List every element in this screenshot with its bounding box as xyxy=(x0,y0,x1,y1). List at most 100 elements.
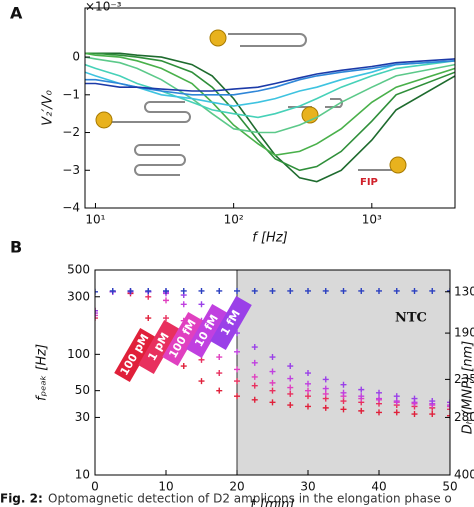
data-point xyxy=(411,395,418,402)
data-point xyxy=(251,344,258,351)
data-point xyxy=(322,385,329,392)
label-bg xyxy=(186,303,228,359)
data-point xyxy=(145,315,152,322)
data-point xyxy=(393,287,400,294)
y-tick-label: 300 xyxy=(67,289,90,303)
data-point xyxy=(358,287,365,294)
icon-balls xyxy=(95,29,407,174)
data-point xyxy=(429,411,436,418)
data-point xyxy=(447,403,450,410)
data-point xyxy=(163,287,169,294)
series-label: NTC xyxy=(395,311,427,326)
data-point xyxy=(251,287,258,294)
data-point xyxy=(95,307,98,314)
frame xyxy=(84,7,456,209)
data-point xyxy=(269,387,276,394)
data-point xyxy=(95,288,98,295)
data-point xyxy=(269,368,276,375)
curve xyxy=(85,60,455,119)
icons xyxy=(108,33,392,176)
data-point xyxy=(305,370,311,377)
caption: Optomagnetic detection of D2 amplicons i… xyxy=(48,492,452,506)
data-point xyxy=(429,287,436,294)
data-point xyxy=(376,409,382,416)
curve xyxy=(85,60,455,96)
x-axis-label: f [Hz] xyxy=(252,231,287,246)
data-point xyxy=(198,378,205,385)
data-point xyxy=(269,287,276,294)
x-tick-label: 20 xyxy=(229,480,244,494)
data-point xyxy=(180,301,187,308)
x-tick-label: 30 xyxy=(300,480,315,494)
y2-tick-label: 235 xyxy=(454,372,474,386)
data-point xyxy=(251,373,258,380)
data-point xyxy=(127,287,134,294)
data-point xyxy=(234,287,240,294)
data-point xyxy=(322,287,329,294)
data-point xyxy=(447,399,450,406)
y2-axis-label: Dₕ (MNP) [nm] xyxy=(461,341,474,434)
y-tick-label: 500 xyxy=(67,263,90,277)
y-tick-label: 30 xyxy=(75,410,90,424)
data-point xyxy=(393,409,400,416)
data-point xyxy=(447,287,450,294)
y2-tick-label: 400 xyxy=(454,468,474,482)
label-bg xyxy=(138,319,180,375)
x-tick-label: 10 xyxy=(158,480,173,494)
curve xyxy=(85,52,455,172)
data-point xyxy=(376,389,382,396)
y-tick-label: −4 xyxy=(62,201,80,215)
x-tick-label: 10² xyxy=(224,213,244,227)
data-point xyxy=(287,375,294,382)
data-point xyxy=(358,393,365,400)
data-point xyxy=(287,287,294,294)
data-point xyxy=(216,287,223,294)
x-tick-label: 10¹ xyxy=(85,213,105,227)
data-point xyxy=(305,287,311,294)
data-point xyxy=(234,366,240,373)
data-point xyxy=(269,399,276,406)
data-point xyxy=(180,287,187,294)
data-point xyxy=(287,390,294,397)
data-point xyxy=(376,395,382,402)
y2-tick-label: 130 xyxy=(454,284,474,298)
data-point xyxy=(287,363,294,370)
y2-tick-label: 190 xyxy=(454,326,474,340)
data-point xyxy=(95,315,98,322)
data-point xyxy=(411,411,418,418)
data-point xyxy=(251,359,258,366)
data-point xyxy=(198,301,205,308)
data-point xyxy=(340,389,347,396)
data-point xyxy=(287,402,294,409)
data-point xyxy=(234,393,240,400)
label-bg xyxy=(210,295,252,351)
data-point xyxy=(216,354,223,361)
data-point xyxy=(145,287,152,294)
data-point xyxy=(322,404,329,411)
x-axis-label: t [min] xyxy=(251,498,295,507)
y-tick-label: 0 xyxy=(72,50,80,64)
data-point xyxy=(393,393,400,400)
data-point xyxy=(305,387,311,394)
data-point xyxy=(180,363,187,370)
caption-label: Fig. 2: xyxy=(0,492,43,506)
y-tick-label: 50 xyxy=(75,383,90,397)
shaded-region xyxy=(237,270,450,475)
data-point xyxy=(109,287,116,294)
data-point xyxy=(358,386,365,393)
y-multiplier: ×10⁻³ xyxy=(85,0,122,14)
data-point xyxy=(234,378,240,385)
data-point xyxy=(411,287,418,294)
data-point xyxy=(340,406,347,413)
data-point xyxy=(251,396,258,403)
curve xyxy=(85,56,455,134)
data-point xyxy=(447,406,450,413)
data-point xyxy=(216,387,223,394)
data-point xyxy=(305,393,311,400)
data-point xyxy=(216,370,223,377)
label-bg xyxy=(114,327,156,383)
data-point xyxy=(251,382,258,389)
data-point xyxy=(429,398,436,405)
frame xyxy=(94,269,451,476)
